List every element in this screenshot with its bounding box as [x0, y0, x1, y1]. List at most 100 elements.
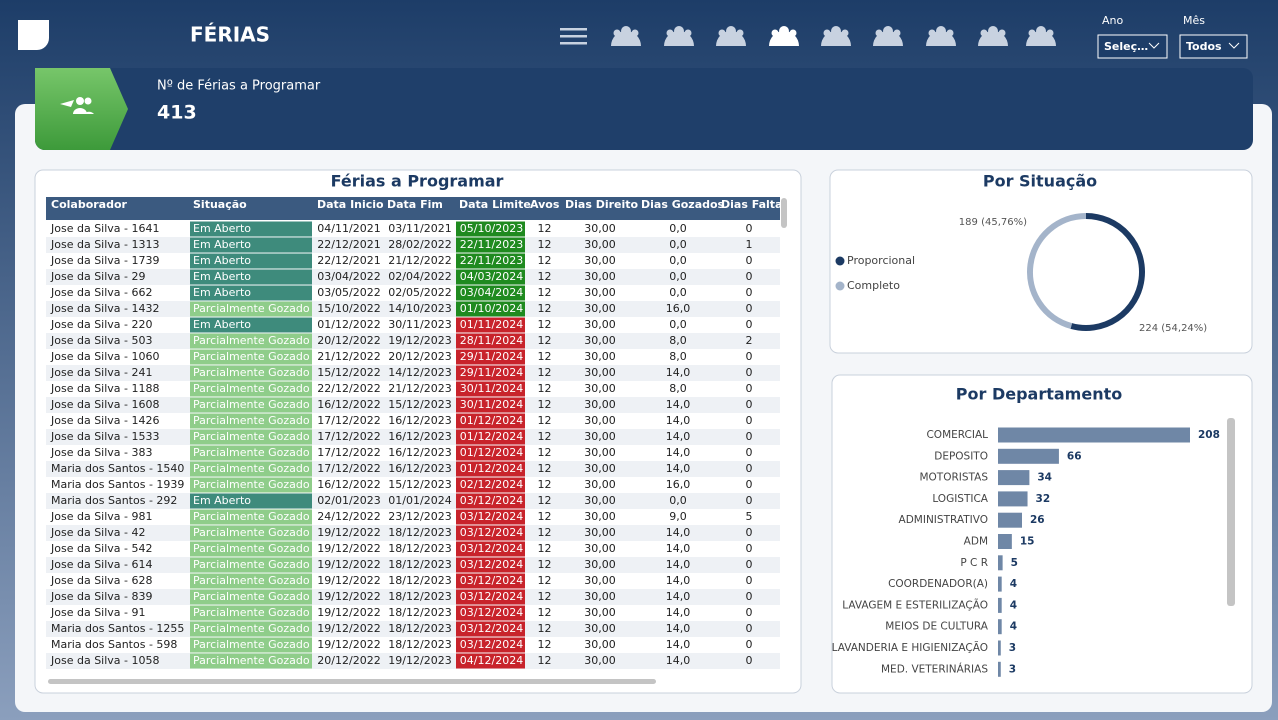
table-cell: 0	[746, 606, 753, 619]
table-cell: 22/12/2022	[317, 382, 380, 395]
limit-cell	[456, 541, 525, 557]
table-cell: Jose da Silva - 241	[50, 366, 153, 379]
table-cell: 20/12/2022	[317, 334, 380, 347]
status-cell	[190, 509, 312, 525]
table-cell: 12	[538, 622, 552, 635]
table-cell: 0	[746, 286, 753, 299]
table-cell: 0,0	[669, 270, 687, 283]
filter-dropdown[interactable]	[1179, 34, 1248, 59]
legend-dot	[835, 256, 845, 266]
status-cell	[190, 461, 312, 477]
limit-cell	[456, 333, 525, 349]
scrollbar[interactable]	[48, 679, 656, 684]
table-cell: 22/12/2021	[317, 238, 380, 251]
legend-label: Completo	[847, 279, 900, 292]
limit-cell	[456, 605, 525, 621]
table-cell: 29/11/2024	[460, 350, 523, 363]
filter-dropdown[interactable]	[1097, 34, 1168, 59]
kpi-value: 413	[157, 102, 197, 124]
limit-cell	[456, 493, 525, 509]
table-cell: Jose da Silva - 29	[50, 270, 146, 283]
table-cell: 15/12/2022	[317, 366, 380, 379]
table-cell: 17/12/2022	[317, 414, 380, 427]
table-cell: 14,0	[666, 574, 691, 587]
column-header: Data Fim	[387, 198, 443, 211]
icon-body	[821, 31, 851, 46]
table-cell: Jose da Silva - 503	[50, 334, 153, 347]
status-cell	[190, 381, 312, 397]
nav-icon[interactable]	[978, 26, 1008, 46]
table: Colaborador Situação Data Inicio Data Fim Da…	[46, 197, 782, 669]
table-cell: 30,00	[584, 430, 616, 443]
limit-cell	[456, 477, 525, 493]
nav-icon[interactable]	[821, 26, 851, 46]
table-cell: 03/12/2024	[460, 526, 523, 539]
status-cell	[190, 429, 312, 445]
table-cell: 30,00	[584, 654, 616, 667]
column-header: Colaborador	[51, 198, 128, 211]
table-cell: 12	[538, 606, 552, 619]
table-cell: 14,0	[666, 526, 691, 539]
table-cell: 29/11/2024	[460, 366, 523, 379]
table-cell: 0	[746, 430, 753, 443]
nav-icon[interactable]	[873, 26, 903, 46]
bar	[998, 597, 1002, 613]
table-cell: 12	[538, 222, 552, 235]
table-cell: 14,0	[666, 638, 691, 651]
table-cell: Parcialmente Gozado	[193, 398, 310, 411]
nav-icon[interactable]	[611, 26, 641, 46]
table-cell: Jose da Silva - 1608	[50, 398, 160, 411]
limit-cell	[456, 237, 525, 253]
table-cell: Jose da Silva - 614	[50, 558, 153, 571]
nav-icon[interactable]	[716, 26, 746, 46]
filter-value: Todos	[1186, 40, 1222, 53]
bar	[998, 555, 1003, 571]
nav-icon[interactable]	[769, 26, 799, 46]
table-cell: 18/12/2023	[388, 590, 451, 603]
limit-cell	[456, 653, 525, 669]
table-cell: 21/12/2022	[317, 350, 380, 363]
table-cell: Parcialmente Gozado	[193, 526, 310, 539]
limit-cell	[456, 589, 525, 605]
table-cell: Jose da Silva - 1641	[50, 222, 160, 235]
table-cell: Parcialmente Gozado	[193, 462, 310, 475]
table-cell: 16/12/2023	[388, 462, 451, 475]
table-cell: 03/12/2024	[460, 494, 523, 507]
table-cell: 12	[538, 334, 552, 347]
scrollbar[interactable]	[1227, 418, 1235, 606]
table-cell: 30,00	[584, 366, 616, 379]
table-cell: Jose da Silva - 981	[50, 510, 153, 523]
nav-icon[interactable]	[1026, 26, 1056, 46]
bar	[998, 491, 1028, 507]
table-cell: 16,0	[666, 478, 691, 491]
icon-body	[716, 31, 746, 46]
table-cell: 20/12/2022	[317, 654, 380, 667]
table-cell: 01/12/2024	[460, 462, 523, 475]
table-cell: 30,00	[584, 494, 616, 507]
table-cell: Parcialmente Gozado	[193, 654, 310, 667]
table-cell: 0	[746, 462, 753, 475]
nav-icon[interactable]	[926, 26, 956, 46]
table-cell: 16,0	[666, 302, 691, 315]
table-cell: 14,0	[666, 558, 691, 571]
table-cell: 30,00	[584, 606, 616, 619]
table-cell: Parcialmente Gozado	[193, 606, 310, 619]
table-cell: 0	[746, 478, 753, 491]
donut-panel	[829, 169, 1253, 354]
table-cell: Parcialmente Gozado	[193, 478, 310, 491]
table-cell: Jose da Silva - 1060	[50, 350, 160, 363]
table-cell: 30,00	[584, 382, 616, 395]
table-cell: 0	[746, 526, 753, 539]
table-cell: 8,0	[669, 334, 687, 347]
icon-body	[1026, 31, 1056, 46]
table-cell: 12	[538, 478, 552, 491]
scrollbar[interactable]	[781, 198, 787, 228]
table-cell: 12	[538, 446, 552, 459]
status-cell	[190, 589, 312, 605]
bar-value: 3	[1009, 663, 1016, 675]
table-cell: 30,00	[584, 254, 616, 267]
menu-icon[interactable]	[560, 28, 587, 45]
table-cell: 12	[538, 558, 552, 571]
nav-icon[interactable]	[664, 26, 694, 46]
column-header: Situação	[193, 198, 247, 211]
